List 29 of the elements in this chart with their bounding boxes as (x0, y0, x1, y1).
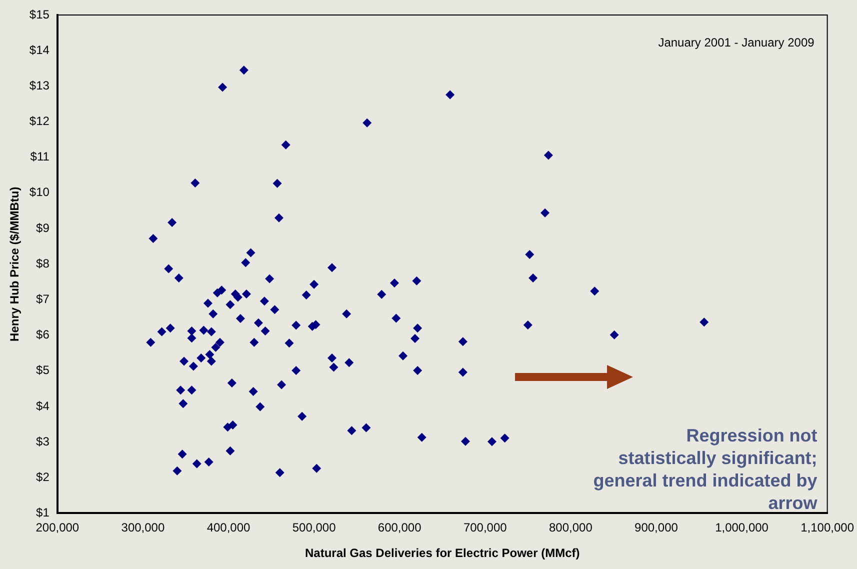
y-tick-label: $10 (29, 185, 50, 200)
x-tick-label: 1,100,000 (800, 520, 854, 535)
y-tick-label: $13 (29, 78, 50, 92)
x-tick-label: 900,000 (634, 520, 678, 535)
x-tick-label: 600,000 (378, 520, 422, 535)
y-axis-title: Henry Hub Price ($/MMBtu) (8, 186, 22, 342)
y-tick-label: $14 (29, 42, 50, 57)
y-tick-label: $12 (29, 114, 50, 128)
y-tick-label: $15 (29, 7, 50, 22)
y-tick-label: $7 (36, 292, 50, 306)
y-tick-label: $5 (36, 363, 50, 378)
x-tick-label: 800,000 (548, 520, 593, 535)
y-tick-label: $11 (30, 150, 50, 164)
x-tick-label: 400,000 (206, 520, 251, 535)
annotation: Regression not statistically significant; general trend indicated by arrow (593, 426, 818, 514)
y-tick-label: $4 (36, 398, 50, 413)
x-tick-label: 500,000 (292, 520, 336, 535)
x-tick-label: 300,000 (121, 520, 165, 535)
y-tick-label: $1 (36, 506, 50, 520)
y-tick-label: $6 (36, 328, 50, 342)
annotation: January 2001 - January 2009 (658, 35, 815, 50)
y-tick-label: $2 (36, 470, 50, 484)
y-tick-label: $9 (36, 220, 50, 235)
y-tick-label: $8 (36, 256, 50, 270)
y-tick-label: $3 (36, 434, 50, 448)
x-tick-label: 1,000,000 (715, 520, 769, 535)
x-tick-label: 200,000 (36, 520, 80, 535)
x-tick-label: 700,000 (463, 520, 508, 535)
x-axis-title: Natural Gas Deliveries for Electric Power (MMcf) (304, 546, 580, 560)
